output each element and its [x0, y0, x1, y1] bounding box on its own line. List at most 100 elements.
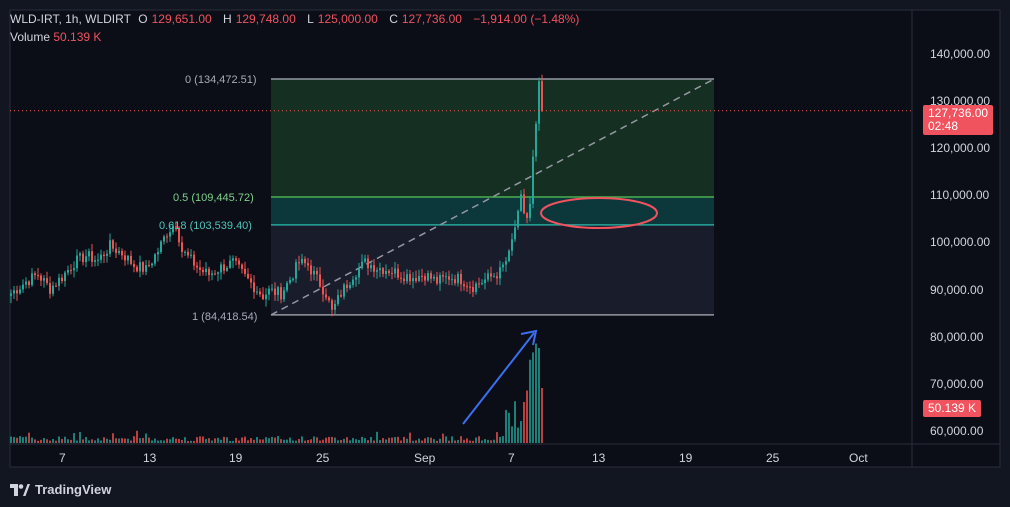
- candle-body: [220, 264, 222, 273]
- volume-bar: [70, 439, 72, 443]
- fibonacci-retracement[interactable]: [270, 78, 715, 316]
- symbol-label[interactable]: WLD-IRT, 1h, WLDIRT: [10, 12, 131, 26]
- price-tick: 90,000.00: [930, 283, 984, 297]
- candle: [169, 225, 171, 242]
- candle-body: [289, 279, 291, 283]
- candle: [256, 286, 258, 295]
- candle: [61, 274, 63, 284]
- candle-body: [346, 284, 348, 288]
- volume-label[interactable]: Volume: [10, 30, 51, 44]
- volume-bar: [202, 436, 204, 443]
- candle: [55, 282, 57, 288]
- volume-bar: [340, 439, 342, 443]
- candle-body: [34, 273, 36, 276]
- candle: [274, 282, 276, 301]
- price-tick: 60,000.00: [930, 424, 984, 438]
- annotations[interactable]: [10, 110, 912, 425]
- candle: [490, 266, 492, 282]
- candle-body: [388, 270, 390, 274]
- candle: [154, 253, 156, 267]
- time-tick: 13: [143, 451, 157, 465]
- candle: [532, 149, 534, 209]
- candle: [316, 267, 318, 282]
- ohlc-header: WLD-IRT, 1h, WLDIRT O 129,651.00 H 129,748…: [10, 12, 583, 26]
- volume-bar: [454, 440, 456, 443]
- candle: [142, 261, 144, 275]
- candle: [118, 246, 120, 255]
- candle: [223, 259, 225, 275]
- volume-bar: [244, 436, 246, 443]
- candle-body: [124, 255, 126, 261]
- candle-body: [181, 242, 183, 252]
- volume-bar: [316, 437, 318, 443]
- fib-label-0-618: 0.618 (103,539.40): [159, 220, 252, 232]
- candle: [478, 277, 480, 289]
- candle-body: [511, 239, 513, 251]
- volume-bar: [103, 437, 105, 443]
- candle-body: [514, 227, 516, 240]
- volume-bar: [370, 436, 372, 443]
- volume-bar: [205, 439, 207, 443]
- volume-bar: [403, 436, 405, 443]
- candle-body: [376, 270, 378, 272]
- volume-bar: [277, 436, 279, 443]
- candle: [19, 285, 21, 295]
- candle-body: [94, 260, 96, 262]
- volume-bar: [25, 436, 27, 443]
- volume-bar: [232, 440, 234, 443]
- candle-body: [280, 287, 282, 300]
- candle-body: [106, 253, 108, 256]
- candle-body: [295, 262, 297, 279]
- volume-bar: [85, 437, 87, 443]
- fib-zone-0-to-0-5: [271, 79, 714, 197]
- candle: [286, 280, 288, 293]
- candle: [376, 267, 378, 279]
- volume-bar: [535, 343, 537, 443]
- candle-body: [259, 291, 261, 295]
- candle-body: [490, 273, 492, 277]
- candle-body: [328, 297, 330, 301]
- volume-bar: [262, 439, 264, 443]
- volume-bar: [469, 440, 471, 443]
- candle-body: [16, 290, 18, 294]
- tradingview-branding[interactable]: TradingView: [10, 482, 111, 497]
- candle-body: [121, 250, 123, 256]
- candle: [235, 255, 237, 266]
- price-tick: 70,000.00: [930, 377, 984, 391]
- candle-body: [37, 275, 39, 277]
- candle: [88, 248, 90, 262]
- volume-bar: [361, 436, 363, 443]
- candle: [76, 249, 78, 272]
- candle: [355, 274, 357, 287]
- volume-bar: [337, 440, 339, 443]
- volume-bar: [160, 440, 162, 443]
- candle: [52, 281, 54, 297]
- candle-body: [355, 277, 357, 280]
- brand-name: TradingView: [35, 482, 112, 497]
- candle-body: [229, 260, 231, 268]
- candle: [64, 270, 66, 287]
- volume-bar: [109, 439, 111, 443]
- candle-body: [196, 265, 198, 268]
- candle: [499, 260, 501, 286]
- price-tick: 100,000.00: [930, 235, 991, 249]
- volume-bar: [16, 437, 18, 443]
- volume-bar: [460, 436, 462, 443]
- volume-bar: [268, 438, 270, 443]
- volume-bar: [130, 440, 132, 443]
- candle-body: [400, 277, 402, 279]
- candle-body: [523, 194, 525, 214]
- candle-body: [460, 273, 462, 285]
- volume-bars: [10, 343, 543, 443]
- candle: [448, 270, 450, 286]
- candle-body: [31, 273, 33, 285]
- candle-body: [163, 236, 165, 242]
- volume-bar: [118, 438, 120, 443]
- candle: [49, 276, 51, 299]
- high-value: 129,748.00: [235, 12, 296, 26]
- candle-body: [451, 279, 453, 281]
- candle-body: [532, 156, 534, 204]
- volume-legend: Volume 50.139 K: [10, 30, 101, 44]
